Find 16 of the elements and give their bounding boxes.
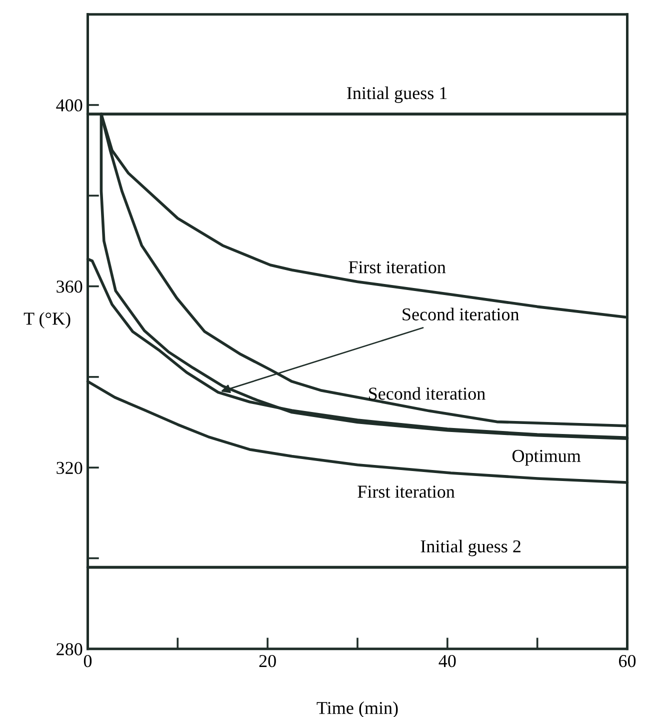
- annotation: Initial guess 1: [347, 86, 447, 103]
- y-tick-label: 320: [56, 462, 82, 474]
- annotation: Second iteration: [402, 308, 520, 320]
- y-axis-title: T (°K): [24, 312, 70, 328]
- annotation: Second iteration: [369, 387, 486, 400]
- x-tick-label: 60: [619, 654, 636, 668]
- y-tick-label: 400: [56, 99, 82, 112]
- annotation: Optimum: [512, 450, 581, 466]
- y-tick-label: 280: [56, 643, 82, 656]
- x-tick-label: 20: [259, 654, 276, 668]
- annotation: First iteration: [358, 486, 455, 498]
- annotation: Initial guess 2: [420, 540, 520, 556]
- x-tick-label: 40: [438, 654, 456, 668]
- x-tick-label: 0: [84, 654, 92, 668]
- annotation: First iteration: [348, 261, 446, 274]
- y-tick-label: 360: [56, 280, 82, 293]
